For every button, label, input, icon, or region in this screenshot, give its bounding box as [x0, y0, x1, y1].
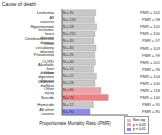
svg-text:PMR = 99: PMR = 99	[142, 53, 154, 58]
svg-text:N = 40: N = 40	[63, 60, 73, 64]
svg-text:N = 18: N = 18	[63, 25, 73, 29]
svg-text:N = 90: N = 90	[63, 110, 73, 114]
svg-text:N = 35: N = 35	[63, 11, 73, 15]
svg-text:PMR = 85: PMR = 85	[142, 109, 154, 114]
svg-text:Otherinjury: Otherinjury	[44, 86, 55, 95]
svg-text:Allcancers: Allcancers	[40, 15, 54, 24]
svg-text:N = 25: N = 25	[63, 53, 73, 57]
svg-text:N = 75: N = 75	[63, 96, 73, 100]
svg-text:PMR = 105: PMR = 105	[140, 24, 154, 29]
svg-text:N = 210: N = 210	[63, 32, 75, 36]
svg-text:Suicide: Suicide	[41, 95, 55, 100]
svg-text:PMR = 100: PMR = 100	[140, 81, 154, 86]
svg-text:All othercauses: All othercauses	[39, 107, 54, 116]
svg-text:PMR = 100: PMR = 100	[140, 31, 154, 36]
svg-text:N = 120: N = 120	[63, 18, 75, 22]
svg-text:PMR = 103: PMR = 103	[140, 46, 154, 51]
svg-text:PMR = 95: PMR = 95	[142, 102, 154, 107]
svg-text:N = 45: N = 45	[63, 39, 73, 43]
svg-text:PMR = 104: PMR = 104	[140, 74, 154, 79]
svg-text:N = 15: N = 15	[63, 67, 73, 71]
svg-text:Pneumonia: Pneumonia	[34, 52, 55, 57]
svg-text:PMR = 101: PMR = 101	[140, 60, 154, 65]
svg-text:PMR = 118: PMR = 118	[140, 88, 154, 93]
svg-text:N = 60: N = 60	[63, 88, 73, 92]
svg-text:N = 28: N = 28	[63, 81, 73, 85]
svg-text:PMR = 97: PMR = 97	[142, 38, 154, 43]
svg-text:N = 22: N = 22	[63, 74, 73, 78]
svg-text:N = 30: N = 30	[63, 46, 73, 50]
svg-text:N = 12: N = 12	[63, 103, 73, 107]
svg-text:PMR = 96: PMR = 96	[142, 67, 154, 72]
svg-text:PMR = 98: PMR = 98	[142, 17, 154, 22]
svg-text:PMR = 102: PMR = 102	[140, 10, 154, 15]
svg-text:PMR = 140: PMR = 140	[140, 95, 154, 100]
